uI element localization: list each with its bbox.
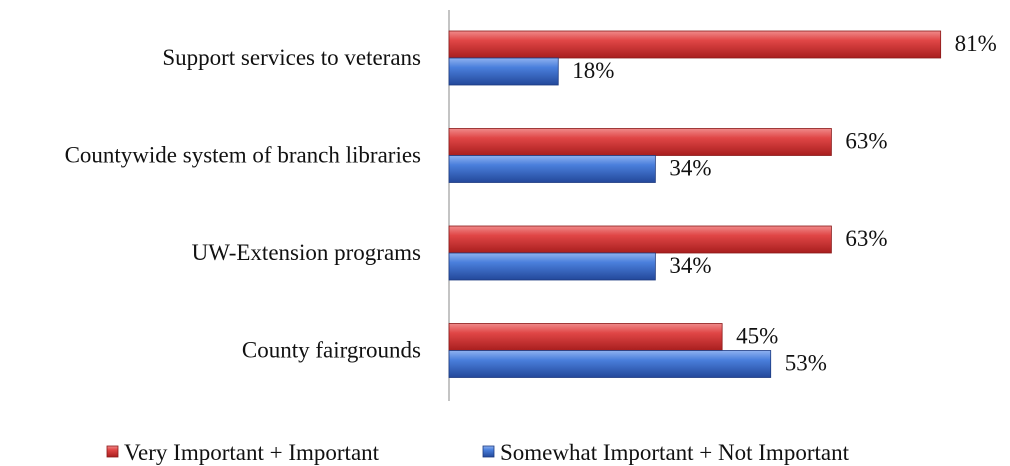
value-label-somewhat-important-uw-extension-programs: 34% [669,253,711,278]
category-labels: Support services to veterans Countywide s… [65,45,421,363]
legend-swatch-very-important [106,445,119,458]
value-label-very-important-countywide-system-of-branch-libraries: 63% [845,129,887,154]
legend: Very Important + Important Somewhat Impo… [106,440,850,465]
legend-swatch-somewhat-important [482,445,495,458]
bar-somewhat-important-support-services-to-veterans [448,57,559,86]
bar-somewhat-important-county-fairgrounds [448,350,772,378]
value-labels: 81% 18% 63% 34% 63% 34% 45% 53% [572,31,997,376]
bar-somewhat-important-uw-extension-programs [448,252,656,281]
bar-very-important-support-services-to-veterans [448,30,942,59]
value-label-very-important-uw-extension-programs: 63% [845,226,887,251]
legend-item-somewhat-important: Somewhat Important + Not Important [482,440,850,465]
legend-item-very-important: Very Important + Important [106,440,380,465]
bars [448,30,942,378]
value-label-very-important-support-services-to-veterans: 81% [955,31,997,56]
bar-very-important-uw-extension-programs [448,225,832,254]
value-label-somewhat-important-county-fairgrounds: 53% [785,351,827,376]
category-label-county-fairgrounds: County fairgrounds [242,338,421,363]
category-label-support-services-to-veterans: Support services to veterans [162,45,421,70]
value-label-somewhat-important-support-services-to-veterans: 18% [572,58,614,83]
legend-label-somewhat-important: Somewhat Important + Not Important [500,440,850,465]
category-label-countywide-system-of-branch-libraries: Countywide system of branch libraries [65,143,421,168]
bar-very-important-countywide-system-of-branch-libraries [448,128,832,156]
category-label-uw-extension-programs: UW-Extension programs [192,240,421,265]
value-label-very-important-county-fairgrounds: 45% [736,324,778,349]
value-label-somewhat-important-countywide-system-of-branch-libraries: 34% [669,156,711,181]
bar-somewhat-important-countywide-system-of-branch-libraries [448,155,656,183]
legend-label-very-important: Very Important + Important [124,440,380,465]
bar-very-important-county-fairgrounds [448,323,723,351]
